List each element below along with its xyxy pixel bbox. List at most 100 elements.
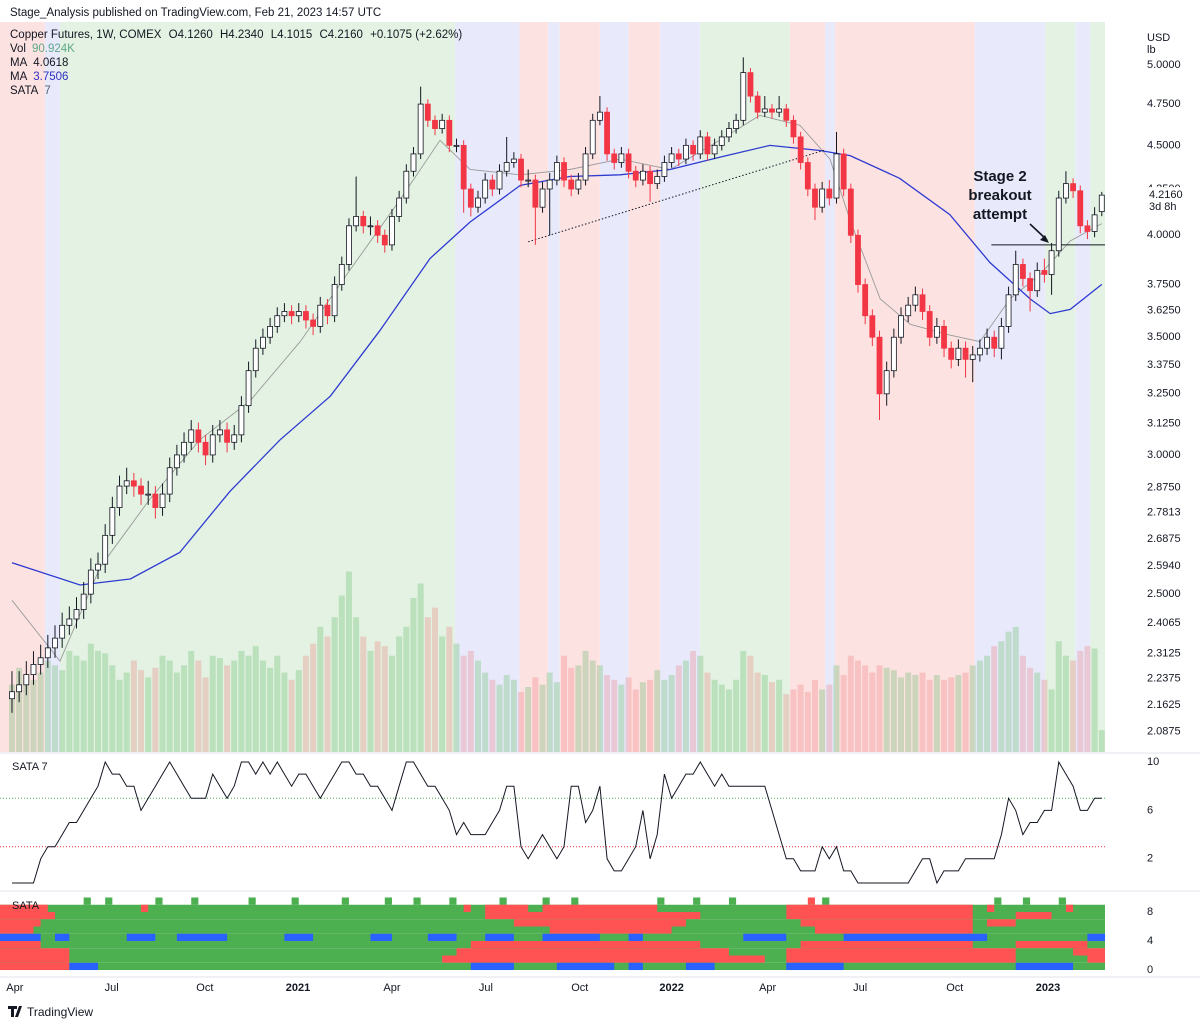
volume-bar [1055, 641, 1062, 752]
candle-body [869, 315, 876, 338]
candle-body [381, 234, 388, 246]
y-tick-label: 2.7813 [1147, 507, 1181, 519]
annotation-arrowhead [1040, 235, 1049, 243]
volume-bar [740, 650, 747, 752]
volume-bar [575, 665, 582, 752]
candle-body [30, 664, 37, 675]
volume-bar [59, 670, 66, 752]
legend-value: 7 [44, 85, 50, 97]
volume-bar [1034, 672, 1041, 752]
candle-body [962, 347, 969, 360]
candle-body [23, 674, 30, 686]
logo-icon [8, 1006, 22, 1017]
volume-bar [274, 655, 281, 752]
volume-bar [553, 682, 560, 752]
candle-body [747, 72, 754, 97]
volume-bar [1098, 730, 1105, 752]
heatmap-cell [105, 897, 113, 905]
candle-body [596, 111, 603, 121]
overlay-layer: Stage_Analysis published on TradingView.… [0, 7, 1198, 994]
heatmap-cell [628, 962, 643, 971]
candle-body [9, 691, 15, 700]
volume-bar [267, 667, 274, 752]
y-tick-label: 2.2375 [1147, 673, 1181, 685]
heatmap-cell [685, 962, 715, 971]
stage-band [548, 22, 560, 752]
volume-bar [905, 672, 912, 752]
annotation: attempt [973, 206, 1027, 223]
volume-bar [173, 672, 180, 752]
volume-bar [1048, 689, 1055, 752]
stage-band [1075, 22, 1091, 752]
volume-bar [181, 665, 188, 752]
candle-body [697, 136, 704, 155]
volume-bar [16, 667, 23, 752]
heatmap-cell [1087, 955, 1105, 963]
candle-body [267, 326, 273, 338]
volume-bar [295, 670, 302, 752]
legend-name: MA [10, 71, 28, 83]
candle-body [453, 144, 460, 147]
heatmap-cell [442, 955, 765, 963]
candle-body [66, 618, 73, 626]
volume-bar [317, 626, 324, 752]
volume-bar [1027, 667, 1034, 752]
legend-value: 3.7506 [33, 71, 68, 83]
stage-band [825, 22, 836, 752]
candle-body [718, 136, 725, 146]
y-tick-label: 3.1250 [1147, 418, 1181, 430]
heatmap-cell [786, 955, 1016, 963]
heatmap-cell [248, 897, 256, 905]
candle-body [704, 136, 711, 155]
candle-body [883, 370, 890, 395]
candle-body [173, 454, 180, 469]
heatmap-cell [800, 941, 973, 949]
candle-body [482, 179, 489, 199]
candle-body [797, 136, 804, 163]
volume-bar [453, 643, 460, 752]
volume-bar [51, 665, 58, 752]
volume-bar [209, 655, 216, 752]
candle-body [726, 128, 732, 138]
volume-bar [159, 655, 166, 752]
volume-bar [890, 670, 897, 752]
candle-body [116, 485, 123, 509]
candle-body [346, 225, 352, 265]
heatmap-cell [786, 904, 973, 913]
candle-body [1034, 270, 1041, 292]
candle-body [202, 441, 209, 456]
candle-body [976, 347, 983, 356]
candle-body [274, 315, 281, 327]
volume-bar [259, 660, 266, 752]
heatmap-cell [126, 933, 156, 942]
heatmap-cell [0, 912, 55, 920]
x-tick-label: 2023 [1036, 982, 1060, 994]
candle-body [467, 188, 474, 208]
volume-bar [733, 679, 740, 752]
candle-body [403, 170, 410, 199]
stage-band [974, 22, 1046, 752]
stage-band [60, 22, 456, 752]
candle-body [1055, 197, 1062, 252]
volume-bar [1077, 650, 1084, 752]
candle-body [489, 179, 496, 190]
candle-body [310, 319, 317, 327]
candle-body [231, 434, 238, 443]
heatmap-cell [155, 897, 163, 905]
heatmap-cell [800, 919, 973, 927]
countdown: 3d 8h [1149, 201, 1177, 213]
candle-body [367, 225, 374, 228]
candle-body [833, 153, 840, 199]
volume-bar [37, 672, 44, 752]
annotation: Stage 2 [973, 168, 1026, 185]
tradingview-logo: TradingView [8, 1005, 93, 1019]
ohlc-change: +0.1075 (+2.62%) [370, 29, 462, 41]
volume-bar [969, 665, 976, 752]
candle-body [80, 593, 87, 610]
candle-body [152, 493, 159, 509]
y-tick-label: 3.6250 [1147, 304, 1181, 316]
x-tick-label: 2022 [659, 982, 683, 994]
candle-body [919, 294, 926, 312]
currency: USD [1147, 32, 1170, 44]
